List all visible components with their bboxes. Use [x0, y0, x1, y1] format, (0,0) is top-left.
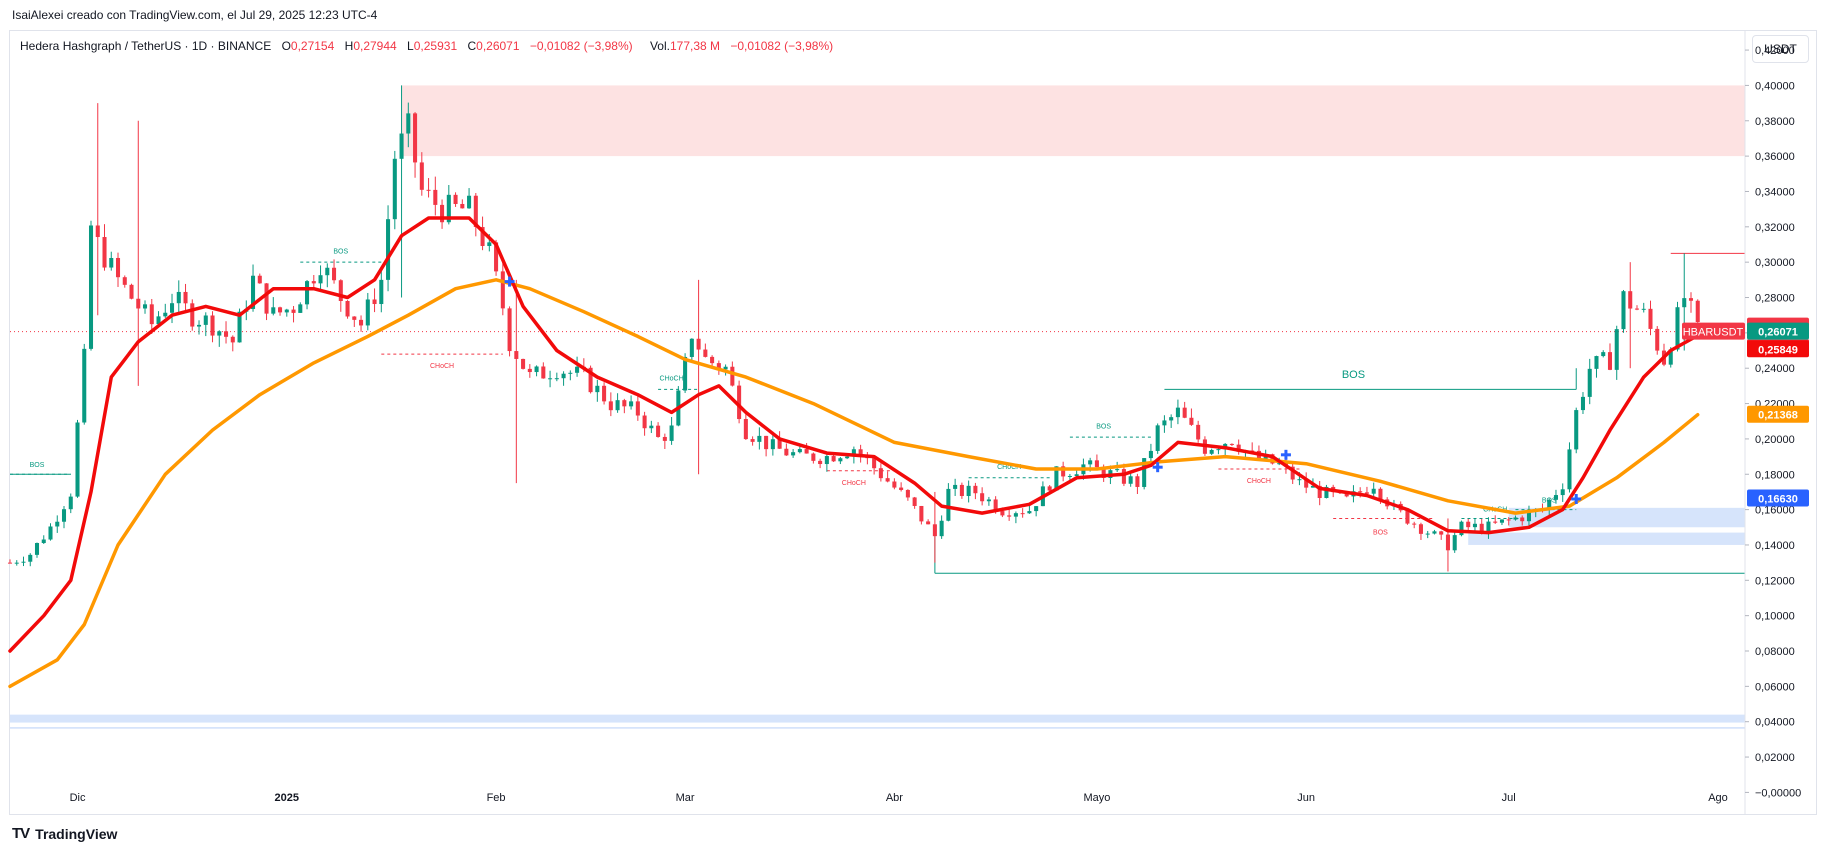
high-value: 0,27944: [353, 39, 397, 53]
tradingview-logo-icon: TV: [12, 825, 30, 842]
change-value: −0,01082 (−3,98%): [529, 39, 633, 53]
chart-caption: IsaiAlexei creado con TradingView.com, e…: [12, 8, 378, 22]
tradingview-brand: TV TradingView: [12, 825, 117, 842]
chart-frame: [9, 30, 1817, 815]
open-label: O: [281, 39, 291, 53]
low-value: 0,25931: [413, 39, 458, 53]
symbol-name[interactable]: Hedera Hashgraph / TetherUS · 1D · BINAN…: [20, 39, 272, 53]
volume-change-value: −0,01082 (−3,98%): [730, 39, 834, 53]
close-label: C: [467, 39, 477, 53]
close-value: 0,26071: [476, 39, 520, 53]
open-value: 0,27154: [290, 39, 335, 53]
currency-unit-button[interactable]: USDT: [1752, 35, 1809, 63]
low-label: L: [407, 39, 414, 53]
tradingview-name: TradingView: [35, 825, 118, 842]
volume-label: Vol.: [649, 39, 670, 53]
high-label: H: [344, 39, 354, 53]
volume-value: 177,38 M: [669, 39, 721, 53]
symbol-legend[interactable]: Hedera Hashgraph / TetherUS · 1D · BINAN…: [20, 39, 833, 53]
